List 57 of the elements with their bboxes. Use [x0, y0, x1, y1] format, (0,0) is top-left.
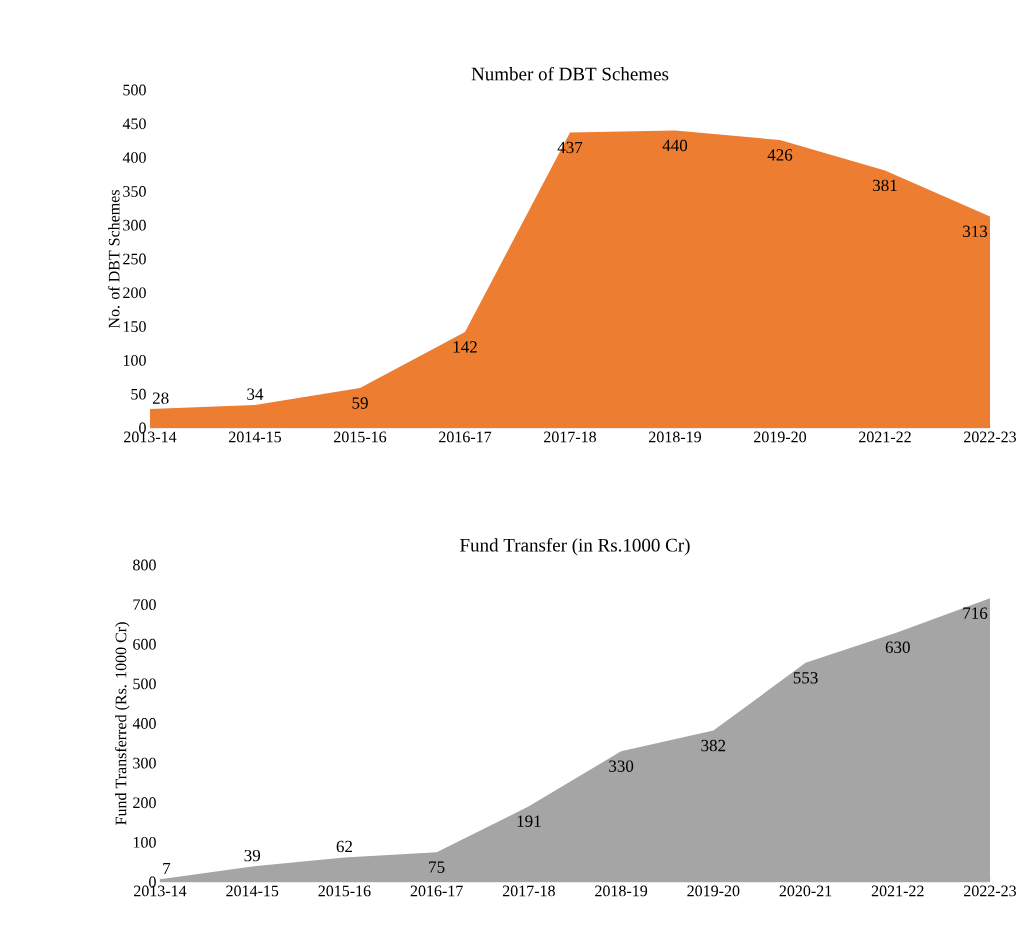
x-tick-label: 2020-21: [779, 885, 832, 897]
data-label: 630: [885, 641, 910, 654]
y-tick-label: 300: [133, 757, 156, 769]
y-tick-label: 500: [133, 678, 156, 690]
chart-title: Fund Transfer (in Rs.1000 Cr): [460, 538, 690, 556]
data-label: 440: [662, 139, 688, 152]
y-tick-label: 150: [123, 321, 146, 332]
data-label: 330: [609, 760, 634, 772]
data-label: 382: [701, 739, 726, 752]
data-label: 426: [767, 149, 793, 161]
y-axis-title: Fund Transferred (Rs. 1000 Cr): [114, 622, 130, 825]
data-label: 716: [963, 607, 988, 619]
data-label: 553: [793, 672, 818, 684]
x-tick-label: 2022-23: [964, 431, 1017, 443]
x-tick-label: 2018-19: [595, 885, 648, 897]
y-tick-label: 200: [133, 797, 156, 809]
data-label: 59: [352, 397, 368, 409]
chart-title: Number of DBT Schemes: [471, 66, 669, 81]
y-tick-label: 50: [131, 388, 146, 400]
data-label: 142: [453, 341, 477, 353]
x-tick-label: 2016-17: [410, 885, 463, 897]
y-tick-label: 700: [133, 599, 156, 611]
x-tick-label: 2021-22: [871, 885, 924, 897]
y-tick-label: 250: [123, 253, 146, 265]
data-label: 313: [963, 225, 988, 238]
data-label: 7: [163, 862, 171, 875]
data-label: 191: [517, 815, 541, 827]
y-tick-label: 100: [133, 836, 156, 848]
x-tick-label: 2018-19: [649, 431, 701, 443]
x-tick-label: 2015-16: [334, 431, 387, 443]
data-label: 34: [247, 388, 264, 400]
x-tick-label: 2021-22: [859, 431, 911, 443]
y-tick-label: 400: [122, 152, 146, 163]
x-tick-label: 2017-18: [544, 431, 597, 443]
y-tick-label: 200: [123, 287, 146, 299]
x-tick-label: 2019-20: [687, 885, 740, 897]
y-tick-label: 500: [123, 84, 146, 96]
y-tick-label: 400: [132, 718, 156, 729]
x-tick-label: 2022-23: [964, 885, 1017, 897]
data-label: 381: [873, 179, 897, 192]
y-tick-label: 800: [133, 559, 156, 571]
data-label: 62: [336, 840, 353, 853]
data-label: 28: [152, 392, 169, 404]
y-axis-title: No. of DBT Schemes: [108, 190, 120, 329]
y-tick-label: 300: [123, 219, 146, 231]
y-tick-label: 100: [123, 355, 146, 366]
x-tick-label: 2016-17: [439, 431, 492, 443]
data-label: 75: [429, 861, 445, 873]
y-tick-label: 450: [122, 118, 146, 130]
y-tick-label: 350: [123, 186, 146, 197]
x-tick-label: 2019-20: [754, 431, 807, 443]
x-tick-label: 2015-16: [318, 885, 371, 897]
x-tick-label: 2017-18: [502, 885, 555, 897]
x-tick-label: 2014-15: [226, 885, 279, 897]
x-tick-label: 2014-15: [229, 431, 282, 443]
y-tick-label: 600: [133, 638, 156, 650]
data-label: 39: [244, 849, 261, 862]
